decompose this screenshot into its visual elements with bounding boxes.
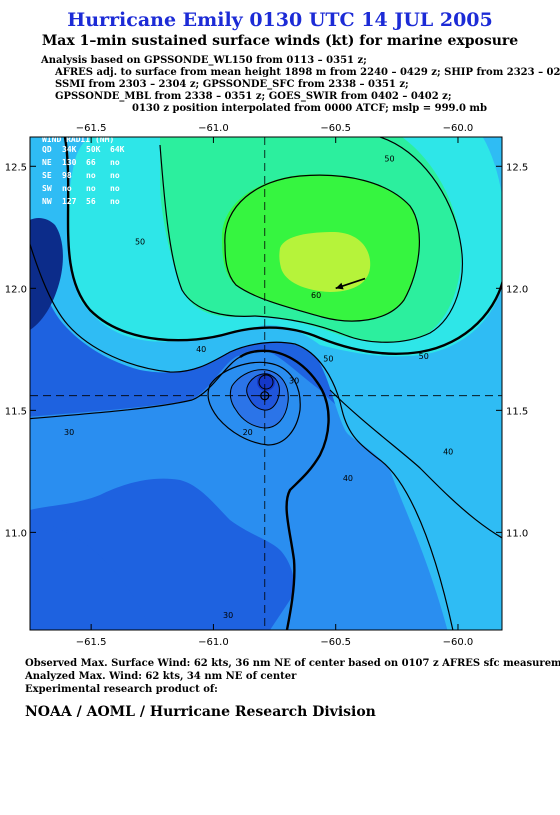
analysis-line-2: AFRES adj. to surface from mean height 1… — [55, 67, 560, 78]
chart-subtitle: Max 1–min sustained surface winds (kt) f… — [41, 33, 519, 49]
analysis-line-5: 0130 z position interpolated from 0000 A… — [132, 103, 487, 114]
wind-radii-cell: 66 — [86, 158, 96, 167]
wind-radii-cell: no — [86, 184, 96, 193]
x-tick-label-bottom: −60.0 — [443, 637, 474, 648]
contour-eye — [258, 374, 274, 390]
contour-20kt — [207, 361, 301, 446]
contour-40kt — [30, 242, 454, 630]
storm-center — [258, 389, 271, 402]
organization-name: NOAA / AOML / Hurricane Research Divisio… — [25, 704, 376, 720]
contour-30kt-east — [239, 349, 330, 630]
y-tick-label-right: 11.0 — [506, 528, 528, 539]
wind-radii-cell: 56 — [86, 197, 96, 206]
wind-radii-cell: no — [110, 184, 120, 193]
wind-radii-cell: NE — [42, 158, 52, 167]
contour-label: 40 — [443, 447, 453, 456]
contour-10kt — [246, 373, 280, 411]
wind-radii-cell: no — [110, 197, 120, 206]
contour-label: 30 — [223, 611, 233, 620]
y-tick-label-left: 12.5 — [5, 162, 27, 173]
wind-radii-cell: no — [110, 158, 120, 167]
arrow-head — [335, 282, 344, 290]
wind-radii-header-cell: 64K — [110, 145, 125, 154]
analysis-line-1: Analysis based on GPSSONDE_WL150 from 01… — [41, 55, 367, 66]
x-tick-label-bottom: −60.5 — [320, 637, 351, 648]
contour-label: 30 — [64, 428, 74, 437]
x-tick-label-top: −60.0 — [443, 123, 474, 134]
footer: Observed Max. Surface Wind: 62 kts, 36 n… — [25, 657, 560, 696]
land-coast-shade — [30, 520, 150, 630]
y-tick-label-left: 12.0 — [5, 284, 27, 295]
x-tick-label-top: −61.0 — [198, 123, 229, 134]
y-tick-label-left: 11.5 — [5, 406, 27, 417]
wind-field-map: 50 50 60 50 50 40 30 30 20 40 40 30 WIND RADII (NM)… — [5, 123, 529, 648]
y-tick-label-right: 12.5 — [506, 162, 528, 173]
product-note: Experimental research product of: — [25, 684, 218, 695]
wind-radii-cell: 98 — [62, 171, 72, 180]
plot-frame — [29, 136, 503, 631]
x-tick-label-bottom: −61.0 — [198, 637, 229, 648]
wind-radii-cell: no — [86, 171, 96, 180]
analysis-line-3: SSMI from 2303 – 2304 z; GPSSONDE_SFC fr… — [55, 79, 409, 90]
wind-field-fills — [30, 137, 502, 630]
wind-radii-cell: SW — [42, 184, 52, 193]
wind-radii-caption: WIND RADII (NM) — [42, 135, 114, 144]
wind-radii-header-cell: 34K — [62, 145, 77, 154]
y-tick-label-left: 11.0 — [5, 528, 27, 539]
wind-radii-cell: 130 — [62, 158, 77, 167]
contour-50kt — [63, 137, 502, 355]
wind-radii-cell: 127 — [62, 197, 77, 206]
observed-max-wind: Observed Max. Surface Wind: 62 kts, 36 n… — [25, 658, 560, 669]
wind-radii-rows: QD 34K 50K 64K NE 130 66 no SE 98 no no SW no no no NW 12… — [42, 145, 125, 206]
contour-label: 60 — [311, 291, 321, 300]
analysis-line-4: GPSSONDE_MBL from 2338 – 0351 z; GOES_SW… — [55, 91, 452, 102]
axis-ticks: −61.5 −61.5 −61.0 −61.0 −60.5 −60.5 −60.0 −60.0… — [5, 123, 529, 648]
contour-label: 30 — [289, 377, 299, 386]
chart-title: Hurricane Emily 0130 UTC 14 JUL 2005 — [67, 9, 493, 31]
contour-15kt — [229, 369, 289, 429]
wind-radii-header-cell: QD — [42, 145, 52, 154]
contour-label: 20 — [243, 428, 253, 437]
wind-radii-cell: NW — [42, 197, 52, 206]
contour-lines — [30, 137, 502, 630]
contour-label: 50 — [384, 154, 394, 163]
contour-label: 50 — [135, 237, 145, 246]
analyzed-max-wind: Analyzed Max. Wind: 62 kts, 34 nm NE of … — [25, 671, 297, 682]
x-tick-label-top: −61.5 — [76, 123, 107, 134]
wind-radii-cell: SE — [42, 171, 52, 180]
storm-motion-arrow — [335, 277, 366, 290]
wind-radii-cell: no — [62, 184, 72, 193]
contour-60kt — [159, 137, 463, 343]
contour-label: 40 — [196, 345, 206, 354]
y-tick-label-right: 12.0 — [506, 284, 528, 295]
eye-core — [257, 373, 275, 391]
wind-radii-header-cell: 50K — [86, 145, 101, 154]
y-tick-label-right: 11.5 — [506, 406, 528, 417]
contour-63kt — [224, 174, 420, 322]
contour-label: 50 — [323, 355, 333, 364]
contour-label: 50 — [419, 352, 429, 361]
wind-radii-cell: no — [110, 171, 120, 180]
wind-radii-table: WIND RADII (NM) QD 34K 50K 64K NE 130 66 no SE 98… — [42, 135, 125, 206]
land-coast-north — [30, 217, 63, 330]
contour-label: 40 — [343, 474, 353, 483]
x-tick-label-bottom: −61.5 — [76, 637, 107, 648]
contour-labels: 50 50 60 50 50 40 30 30 20 40 40 30 — [64, 154, 453, 619]
contour-30kt-southeast — [329, 389, 502, 539]
fill-max-wind-region — [279, 232, 371, 292]
x-tick-label-top: −60.5 — [320, 123, 351, 134]
